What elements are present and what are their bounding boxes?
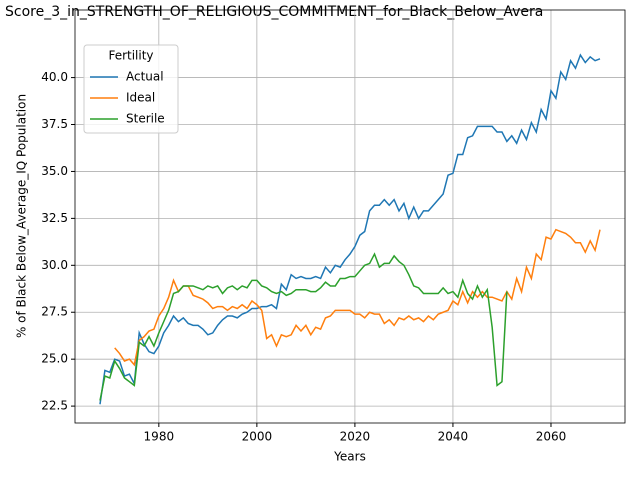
legend-label: Sterile [126, 112, 165, 126]
legend-label: Actual [126, 70, 164, 84]
x-axis-label: Years [333, 450, 366, 464]
y-tick-label: 27.5 [41, 305, 68, 319]
chart-title: Score_3_in_STRENGTH_OF_RELIGIOUS_COMMITM… [5, 4, 543, 20]
y-tick-label: 32.5 [41, 211, 68, 225]
y-tick-label: 30.0 [41, 258, 68, 272]
y-tick-label: 40.0 [41, 70, 68, 84]
y-tick-label: 37.5 [41, 117, 68, 131]
x-tick-label: 2020 [340, 430, 371, 444]
y-axis-label: % of Black Below_Average_IQ Population [15, 94, 29, 338]
legend-label: Ideal [126, 91, 155, 105]
legend-box [83, 44, 179, 134]
y-tick-label: 22.5 [41, 399, 68, 413]
legend-title: Fertility [108, 49, 153, 63]
data-line [114, 228, 601, 367]
x-tick-label: 2000 [242, 430, 273, 444]
x-tick-label: 1980 [144, 430, 175, 444]
data-line [99, 252, 508, 401]
data-line [99, 53, 601, 405]
y-tick-label: 25.0 [41, 352, 68, 366]
x-tick-label: 2060 [536, 430, 567, 444]
plot-frame [74, 9, 626, 424]
x-tick-label: 2040 [438, 430, 469, 444]
y-tick-label: 35.0 [41, 164, 68, 178]
